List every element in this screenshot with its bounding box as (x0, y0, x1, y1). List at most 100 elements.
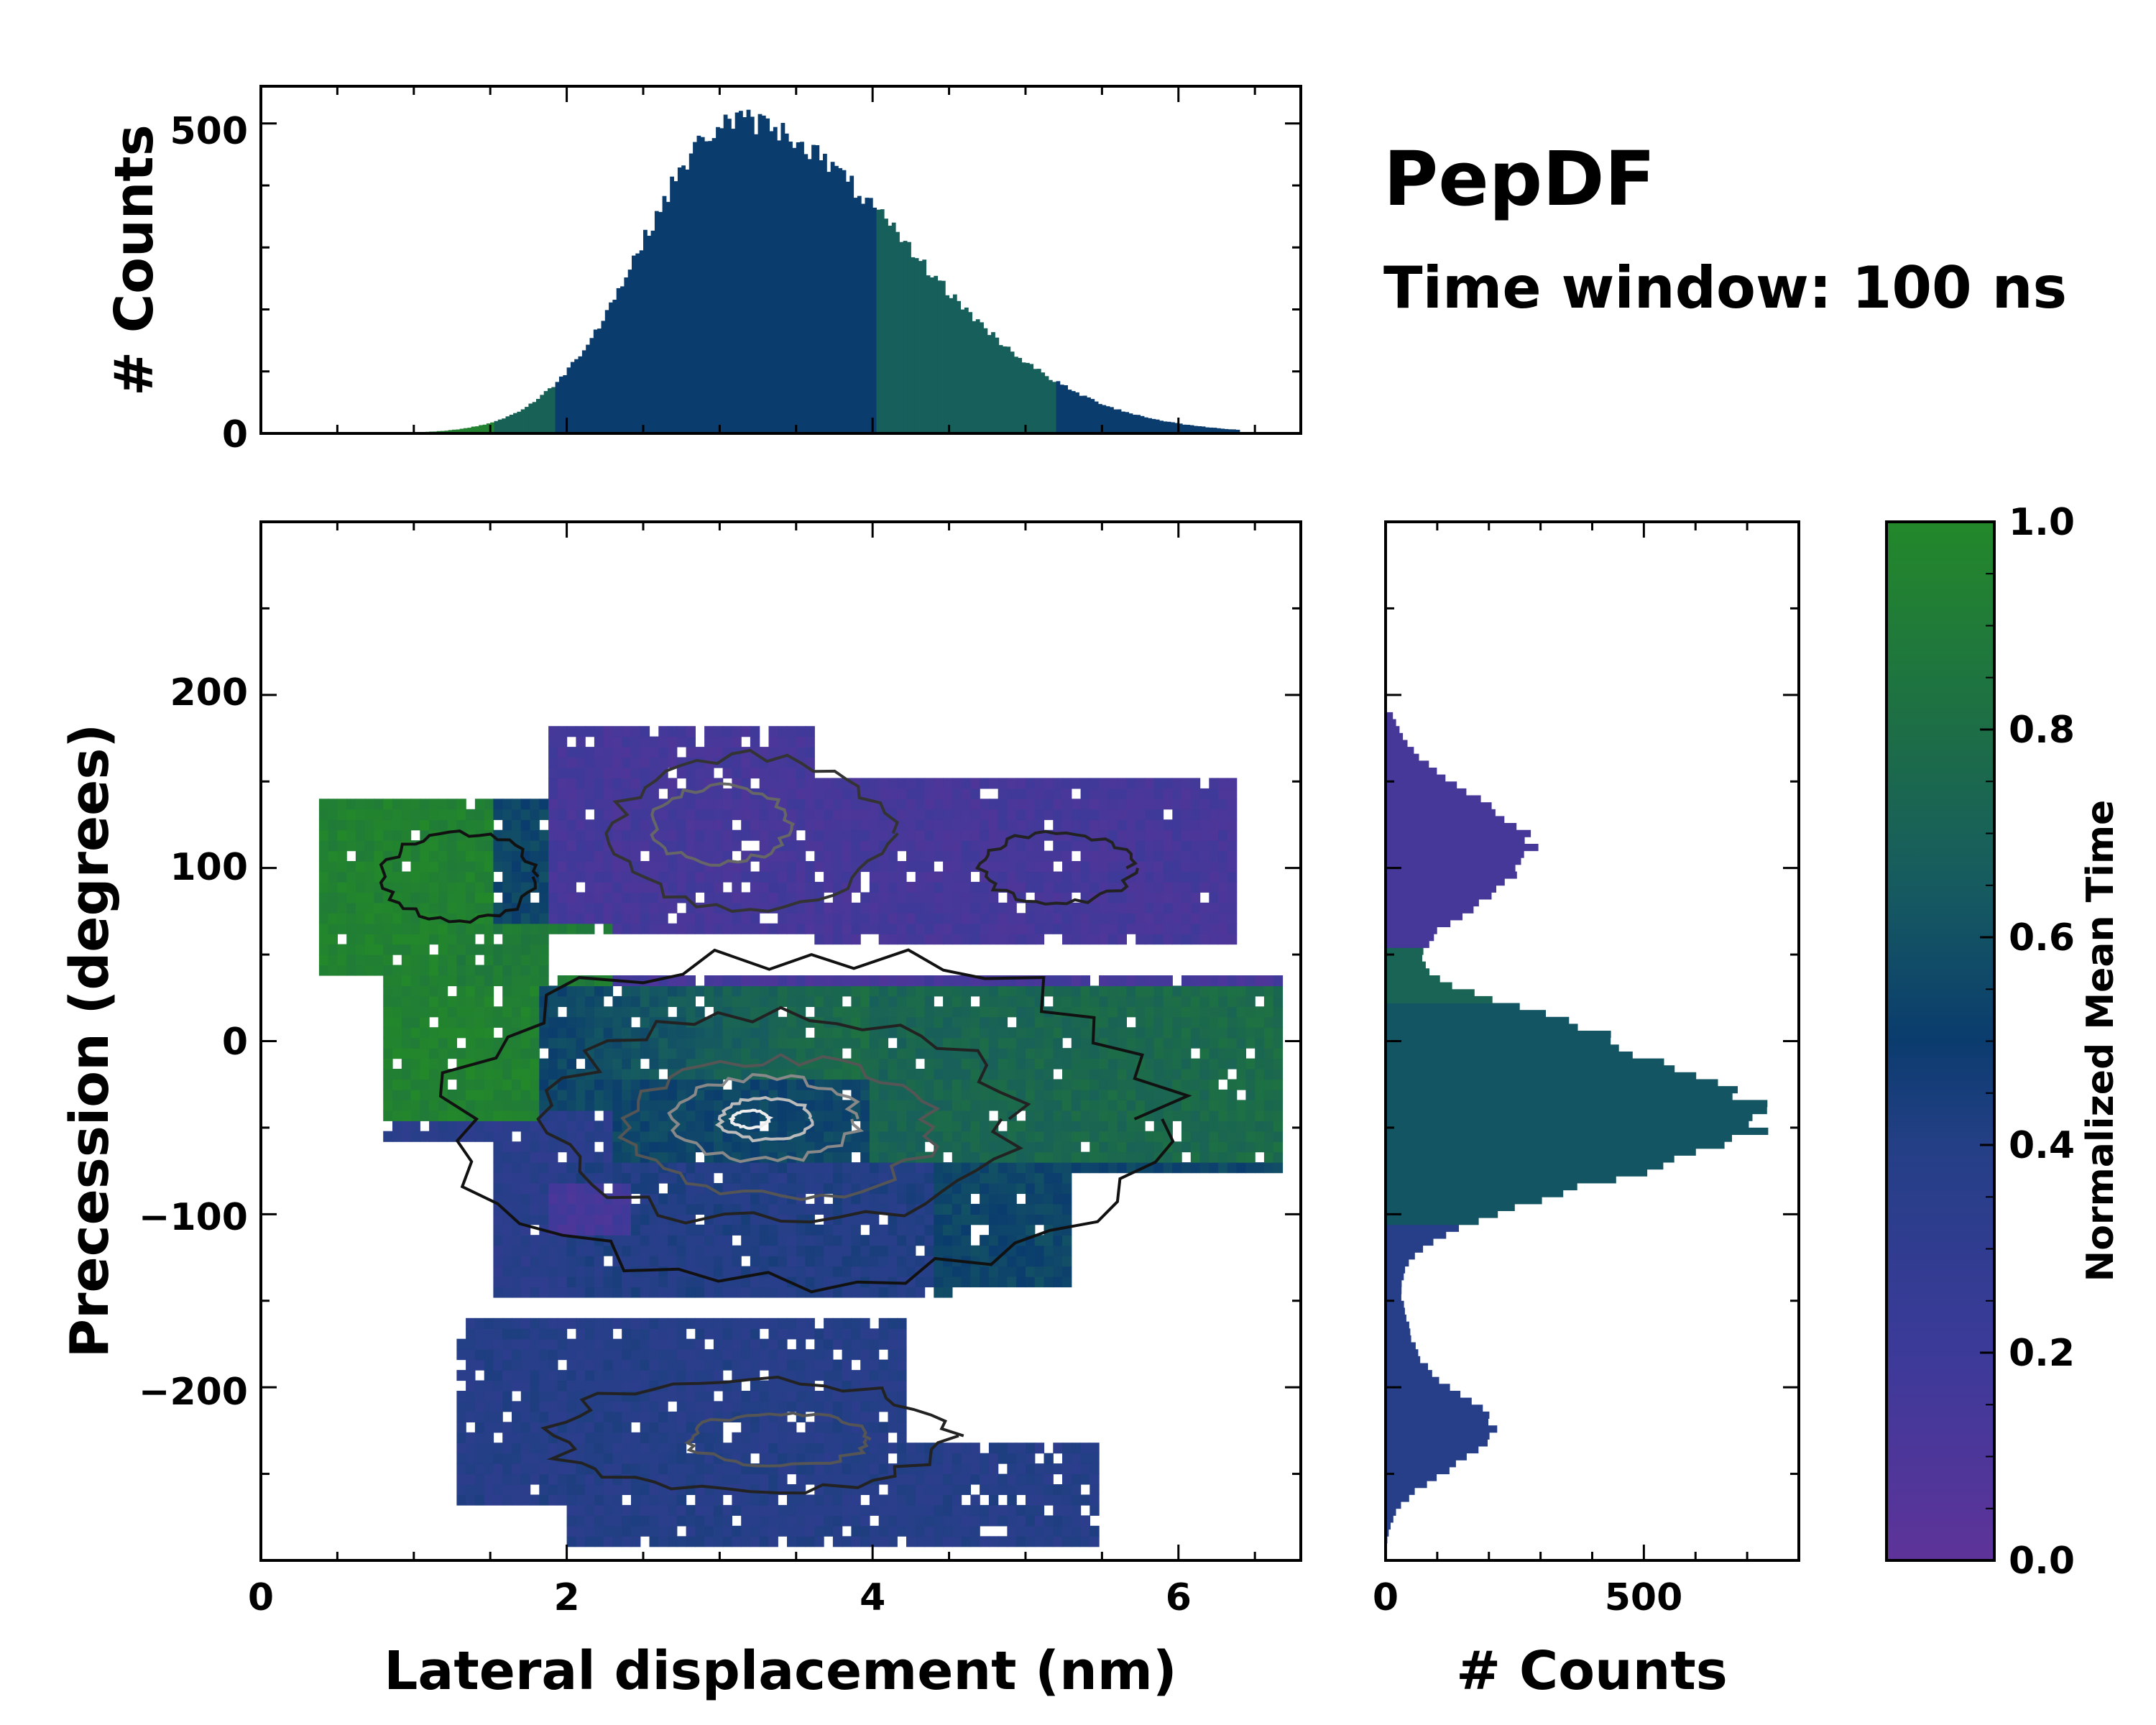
top-hist-bar (1098, 404, 1102, 433)
heatmap-cell (512, 1110, 522, 1121)
heatmap-cell (649, 1391, 659, 1402)
heatmap-cell (466, 1463, 476, 1475)
heatmap-cell (768, 1245, 778, 1256)
heatmap-cell (824, 1058, 834, 1070)
heatmap-cell (484, 902, 494, 914)
heatmap-cell (520, 1141, 531, 1153)
heatmap-cell (502, 1422, 512, 1433)
heatmap-cell (1053, 1089, 1063, 1100)
heatmap-cell (676, 1141, 687, 1153)
heatmap-cell (612, 1536, 622, 1547)
heatmap-cell (585, 840, 595, 852)
heatmap-cell (860, 1391, 870, 1402)
heatmap-cell (805, 1401, 815, 1412)
heatmap-cell (897, 975, 907, 987)
heatmap-cell (1044, 1121, 1054, 1132)
heatmap-cell (888, 1515, 898, 1527)
heatmap-cell (539, 1473, 549, 1485)
heatmap-cell (888, 902, 898, 914)
heatmap-cell (612, 1131, 622, 1142)
heatmap-cell (1007, 985, 1017, 997)
heatmap-cell (566, 768, 576, 779)
heatmap-cell (346, 934, 356, 945)
heatmap-cell (980, 902, 990, 914)
heatmap-cell (878, 1266, 889, 1277)
top-hist-bar (632, 255, 636, 433)
heatmap-cell (502, 1224, 512, 1236)
heatmap-cell (318, 913, 329, 924)
heatmap-cell (768, 1121, 778, 1132)
heatmap-cell (520, 1214, 531, 1225)
heatmap-cell (548, 1245, 558, 1256)
heatmap-cell (832, 788, 843, 799)
heatmap-cell (888, 1484, 898, 1495)
heatmap-cell (768, 1432, 778, 1443)
heatmap-cell (676, 726, 687, 737)
heatmap-cell (631, 1069, 641, 1080)
heatmap-cell (1044, 975, 1054, 987)
heatmap-cell (512, 1432, 522, 1443)
heatmap-cell (832, 1131, 843, 1142)
heatmap-cell (1034, 840, 1045, 852)
heatmap-cell (851, 1037, 861, 1049)
heatmap-cell (484, 881, 494, 893)
heatmap-cell (952, 1183, 962, 1195)
heatmap-cell (502, 1338, 512, 1350)
heatmap-cell (704, 1370, 714, 1381)
heatmap-cell (934, 1235, 944, 1246)
heatmap-cell (520, 1317, 531, 1329)
top-hist-bar (513, 413, 517, 433)
heatmap-cell (520, 1422, 531, 1433)
top-hist-bar (769, 131, 774, 433)
heatmap-cell (704, 1494, 714, 1506)
heatmap-cell (603, 1131, 614, 1142)
heatmap-cell (548, 1162, 558, 1174)
heatmap-cell (493, 1422, 503, 1433)
heatmap-cell (539, 1287, 549, 1298)
heatmap-cell (842, 975, 852, 987)
heatmap-cell (594, 1380, 604, 1392)
heatmap-cell (934, 778, 944, 789)
heatmap-cell (722, 871, 732, 883)
heatmap-cell (668, 1432, 678, 1443)
heatmap-cell (759, 1172, 770, 1184)
heatmap-cell (888, 1203, 898, 1215)
heatmap-cell (484, 965, 494, 976)
heatmap-cell (512, 1006, 522, 1018)
heatmap-cell (576, 1131, 586, 1142)
heatmap-cell (842, 1536, 852, 1547)
top-hist-bar (1102, 405, 1107, 433)
heatmap-cell (658, 1193, 668, 1205)
heatmap-cell (869, 1069, 880, 1080)
heatmap-cell (1007, 1203, 1017, 1215)
heatmap-cell (713, 1089, 724, 1100)
heatmap-cell (456, 985, 466, 997)
heatmap-cell (934, 1463, 944, 1475)
heatmap-cell (631, 1515, 641, 1527)
heatmap-cell (888, 1131, 898, 1142)
heatmap-cell (897, 1338, 907, 1350)
heatmap-cell (640, 1359, 650, 1371)
heatmap-cell (576, 892, 586, 903)
heatmap-cell (603, 1100, 614, 1111)
heatmap-cell (842, 913, 852, 924)
heatmap-cell (1026, 1276, 1036, 1288)
heatmap-cell (493, 1359, 503, 1371)
heatmap-cell (548, 1349, 558, 1361)
heatmap-cell (915, 1287, 926, 1298)
heatmap-cell (906, 850, 916, 862)
heatmap-cell (722, 1463, 732, 1475)
heatmap-cell (888, 892, 898, 903)
heatmap-cell (732, 1504, 742, 1516)
heatmap-cell (401, 1121, 412, 1132)
heatmap-cell (768, 1422, 778, 1433)
heatmap-cell (649, 1504, 659, 1516)
heatmap-cell (658, 1276, 668, 1288)
heatmap-cell (1016, 1504, 1026, 1516)
heatmap-cell (603, 1089, 614, 1100)
top-hist-bar (635, 253, 640, 433)
top-hist-bar (1113, 409, 1118, 433)
heatmap-cell (796, 1245, 806, 1256)
heatmap-cell (824, 1422, 834, 1433)
heatmap-cell (869, 1151, 880, 1163)
